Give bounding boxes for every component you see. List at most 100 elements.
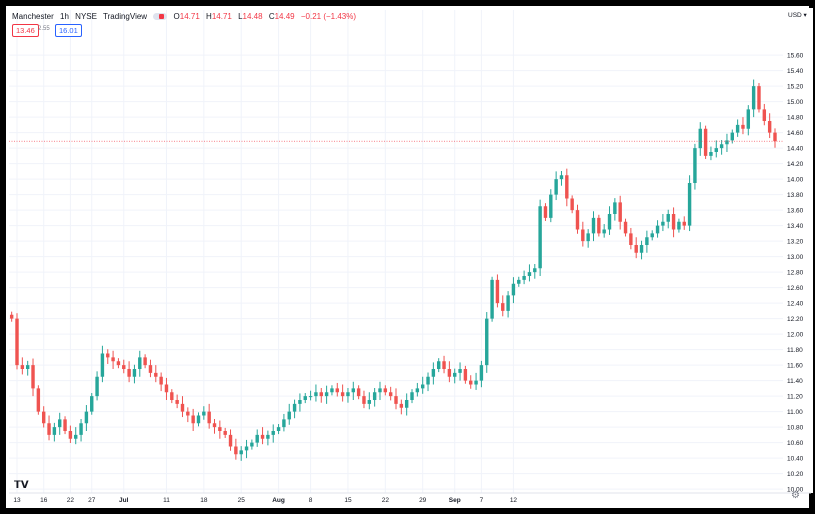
sell-button[interactable]: 13.46	[12, 24, 39, 37]
interval-label[interactable]: 1h	[60, 12, 69, 21]
x-tick-label: 16	[40, 497, 48, 504]
candle	[175, 394, 179, 409]
candle	[106, 349, 110, 364]
candle-body	[671, 214, 676, 230]
candle	[453, 368, 457, 384]
candle-body	[682, 221, 686, 226]
candle	[84, 405, 89, 431]
candle-body	[447, 369, 452, 377]
candle-body	[223, 431, 227, 435]
candle-body	[442, 361, 446, 369]
time-axis[interactable]: 13 16 22 27 Jul 11 18 25 Aug 8 15 22 29 Sep 7 12	[9, 492, 811, 504]
candle	[746, 105, 751, 136]
candle	[356, 385, 361, 400]
x-tick-label: Aug	[272, 497, 285, 504]
candle	[68, 425, 73, 444]
candle	[442, 355, 446, 374]
x-tick-label: 29	[419, 497, 427, 504]
candle-body	[212, 423, 217, 428]
y-tick-label: 12.60	[787, 285, 804, 292]
candle	[762, 103, 767, 126]
y-tick-label: 12.00	[787, 332, 804, 339]
candle-body	[388, 392, 393, 397]
candle	[415, 382, 420, 397]
candle-body	[276, 427, 281, 431]
candle	[767, 113, 772, 139]
visibility-toggle-icon[interactable]	[153, 13, 168, 21]
candle-body	[618, 202, 622, 222]
candle-body	[645, 237, 649, 245]
candle	[234, 438, 238, 460]
candle	[292, 399, 297, 419]
candle	[298, 393, 302, 412]
candle-body	[666, 214, 670, 222]
y-tick-label: 10.00	[787, 487, 804, 494]
candle	[586, 229, 590, 248]
candle	[287, 403, 291, 425]
y-tick-label: 14.80	[787, 115, 804, 122]
candle-body	[527, 272, 532, 276]
candle-body	[271, 431, 275, 435]
candle-body	[650, 233, 654, 238]
candle-body	[565, 175, 569, 199]
candle-body	[79, 423, 83, 435]
candle-body	[84, 411, 89, 424]
candle	[41, 406, 46, 428]
candle-body	[549, 194, 553, 218]
y-tick-label: 15.00	[787, 99, 804, 106]
candle-body	[234, 446, 238, 455]
candle	[613, 198, 617, 221]
candle	[239, 446, 243, 461]
y-tick-label: 11.60	[787, 363, 803, 370]
gear-icon[interactable]: ⚙	[791, 490, 800, 501]
candle-body	[356, 388, 361, 397]
x-tick-label: 18	[200, 497, 208, 504]
buy-button[interactable]: 16.01	[55, 24, 82, 37]
candle-body	[420, 384, 425, 389]
candle	[324, 385, 329, 404]
candle	[565, 168, 569, 207]
candle-body	[591, 217, 596, 234]
candle	[79, 418, 83, 442]
candle-body	[543, 206, 548, 218]
candle-body	[287, 411, 291, 420]
candle	[388, 386, 393, 401]
candle	[362, 390, 366, 409]
y-tick-label: 10.60	[787, 440, 804, 447]
candle-body	[581, 229, 585, 242]
candle-body	[762, 109, 767, 121]
candle	[180, 396, 185, 418]
candle-body	[661, 221, 665, 226]
y-tick-label: 11.40	[787, 378, 803, 385]
candle-body	[154, 372, 158, 377]
candle	[340, 384, 345, 402]
candle-body	[202, 411, 206, 416]
price-axis[interactable]: 10.00 10.20 10.40 10.60 10.80 11.00 11.20 11.40…	[783, 8, 813, 494]
candle-body	[575, 210, 580, 230]
candle-body	[474, 380, 478, 385]
currency-selector[interactable]: USD ▾	[788, 12, 807, 19]
candle	[394, 388, 398, 410]
candle	[191, 408, 195, 431]
candle-body	[458, 369, 462, 373]
candle	[116, 358, 121, 369]
candle-body	[74, 434, 78, 439]
candle-body	[63, 419, 67, 431]
tradingview-logo-icon[interactable]: 𝗧𝗩	[14, 480, 29, 491]
symbol-name[interactable]: Manchester	[12, 12, 54, 21]
candle-body	[506, 295, 510, 311]
y-tick-label: 10.40	[787, 456, 804, 463]
candle	[629, 227, 633, 250]
candles	[9, 79, 777, 461]
candle-body	[410, 392, 414, 400]
y-tick-label: 12.20	[787, 316, 804, 323]
candle	[725, 133, 729, 152]
candle-body	[394, 396, 398, 404]
x-tick-label: Jul	[119, 497, 129, 504]
candle	[490, 276, 494, 322]
candle-body	[436, 361, 441, 369]
candle	[634, 237, 638, 259]
candle	[15, 313, 19, 370]
candle-body	[106, 353, 110, 358]
